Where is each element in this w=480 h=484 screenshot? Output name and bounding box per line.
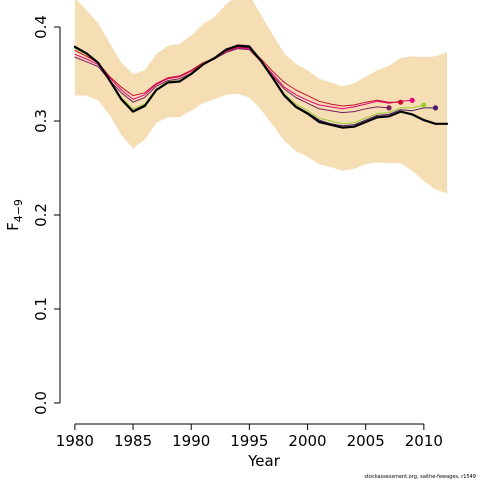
series-end-marker-3 [386, 105, 392, 111]
series-end-marker-5 [432, 105, 439, 111]
x-tick-label-2010: 2010 [405, 432, 443, 450]
x-tick-label-2005: 2005 [347, 432, 385, 450]
series-end-marker-2 [398, 99, 404, 105]
y-tick-label-2: 0.2 [32, 203, 50, 227]
y-tick-label-0: 0.0 [32, 391, 50, 415]
confidence-band [74, 0, 448, 194]
svg-text:F4−9: F4−9 [4, 199, 25, 231]
series-end-marker-4 [421, 102, 427, 108]
confidence-band-layer [74, 0, 448, 194]
end-marker-layer [386, 97, 439, 111]
x-tick-label-1985: 1985 [114, 432, 152, 450]
y-tick-label-3: 0.3 [32, 109, 50, 133]
series-end-marker-1 [409, 97, 415, 103]
series-line-main [73, 44, 449, 129]
axes-layer: 1980 1985 1990 1995 2000 2005 2010 0.0 0.1 0.2 0.3… [32, 15, 443, 450]
footnote: stockassessment.org, saithe-fewages, r15… [364, 474, 476, 480]
series-layer [73, 44, 449, 129]
x-tick-label-1980: 1980 [56, 432, 94, 450]
y-axis-title-overbar: ‾ [0, 219, 12, 228]
y-tick-label-4: 0.4 [32, 15, 50, 39]
x-tick-label-1995: 1995 [230, 432, 268, 450]
x-tick-label-2000: 2000 [288, 432, 326, 450]
x-tick-label-1990: 1990 [172, 432, 210, 450]
y-axis-title: F4−9 ‾ [0, 199, 25, 231]
y-tick-label-1: 0.1 [32, 297, 50, 321]
y-axis-title-subscript: 4−9 [12, 199, 25, 222]
x-axis-title: Year [247, 452, 281, 470]
y-axis-title-main: F [4, 222, 22, 231]
series-line-retro-1 [74, 47, 413, 110]
series-line-retro-3 [74, 48, 390, 114]
